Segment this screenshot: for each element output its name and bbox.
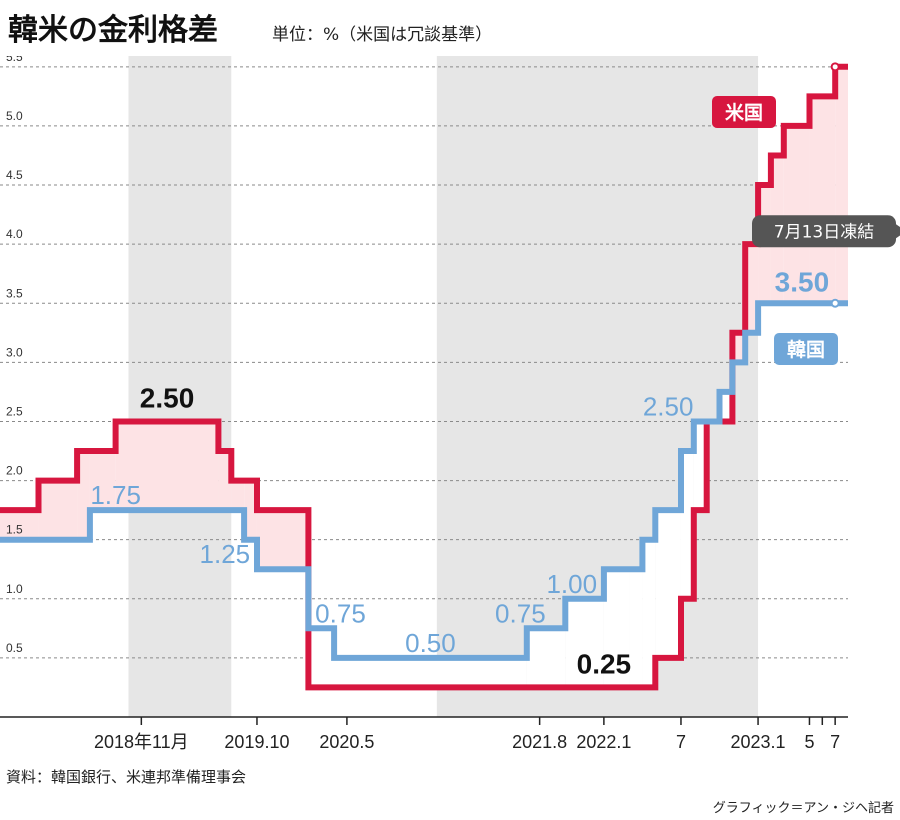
gap-fill-us-higher xyxy=(745,244,759,333)
x-tick-label: 2023.1 xyxy=(731,732,786,752)
y-tick-label: 0.5 xyxy=(6,641,23,655)
gap-fill-us-higher xyxy=(783,125,810,304)
callout-pointer xyxy=(896,224,900,239)
y-tick-label: 4.0 xyxy=(6,227,23,241)
gap-fill-kr-higher xyxy=(642,539,656,688)
kr-value-label: 1.25 xyxy=(200,539,251,569)
kr-value-label: 0.50 xyxy=(405,628,456,658)
header-background xyxy=(0,0,900,56)
gap-fill-kr-higher xyxy=(680,451,694,599)
us-value-label: 2.50 xyxy=(140,382,195,413)
x-tick-label: 7 xyxy=(676,732,686,752)
us-rate-line xyxy=(0,63,848,691)
value-labels: 2.500.251.751.250.750.500.751.002.50 xyxy=(90,382,693,679)
footer-background xyxy=(0,760,900,820)
x-tick-label: 5 xyxy=(804,732,814,752)
gap-fill-kr-higher xyxy=(719,391,733,422)
x-axis: 2018年11月 2019.10 2020.5 2021.8 2022.1 7 2023.1… xyxy=(0,716,848,752)
unit-note: 単位：%（米国は冗談基準） xyxy=(272,25,492,45)
kr-value-label: 0.75 xyxy=(315,598,366,628)
y-tick-label: 3.0 xyxy=(6,345,23,359)
kr-end-value: 3.50 xyxy=(775,266,830,297)
x-tick-label: 2020.5 xyxy=(319,732,374,752)
kr-value-label: 1.00 xyxy=(546,569,597,599)
source-note: 資料：韓国銀行、米連邦準備理事会 xyxy=(6,768,246,786)
legend-badge-kr xyxy=(774,333,838,365)
x-tick-label: 2022.1 xyxy=(576,732,631,752)
kr-rate-line xyxy=(0,300,848,661)
y-tick-label: 3.5 xyxy=(6,286,23,300)
y-tick-label: 5.0 xyxy=(6,109,23,123)
gap-fill-kr-higher xyxy=(603,569,630,688)
gap-fill-kr-higher xyxy=(629,569,643,688)
gap-fill-us-higher xyxy=(77,451,90,540)
graphic-credit: グラフィック＝アン・ジヘ記者 xyxy=(713,800,894,816)
us-value-label: 0.25 xyxy=(577,648,632,679)
y-tick-label: 1.5 xyxy=(6,523,23,537)
legend-label-us: 米国 xyxy=(725,101,763,124)
gap-fill-kr-higher xyxy=(655,510,681,658)
gap-fill-kr-higher xyxy=(308,628,335,688)
kr-value-label: 2.50 xyxy=(643,391,694,421)
kr-callout-box xyxy=(752,215,896,248)
gap-fill-us-higher xyxy=(89,451,116,511)
gap-fill-us-higher xyxy=(809,96,836,304)
gap-fills xyxy=(0,66,848,688)
gap-fill-us-higher xyxy=(38,480,78,540)
us-end-dot xyxy=(830,62,840,72)
kr-end-dot xyxy=(830,298,840,308)
chart-title: 韓米の金利格差 xyxy=(8,13,218,48)
kr-value-label: 1.75 xyxy=(90,480,141,510)
x-tick-label: 2019.10 xyxy=(224,732,289,752)
kr-value-label: 0.75 xyxy=(495,598,546,628)
gap-fill-us-higher xyxy=(218,451,232,511)
series-lines xyxy=(0,63,848,691)
y-tick-label: 1.0 xyxy=(6,582,23,596)
gap-fill-kr-higher xyxy=(693,421,707,511)
x-tick-label: 2021.8 xyxy=(512,732,567,752)
gap-fill-us-higher xyxy=(115,421,219,511)
gap-fill-kr-higher xyxy=(565,598,604,688)
gap-fill-us-higher xyxy=(0,510,39,540)
gap-fill-us-higher xyxy=(231,480,245,511)
x-tick-label: 7 xyxy=(830,732,840,752)
legend-badge-us xyxy=(712,96,776,128)
gap-fill-kr-higher xyxy=(526,628,566,688)
y-tick-label: 2.5 xyxy=(6,404,23,418)
legend-label-kr: 韓国 xyxy=(787,338,825,361)
kr-callout-text: 7月13日凍結 xyxy=(774,222,874,242)
y-tick-label: 2.0 xyxy=(6,464,23,478)
gap-fill-us-higher xyxy=(244,480,257,540)
y-axis: 0.51.01.52.02.53.03.54.04.55.05.5 xyxy=(6,50,23,655)
y-tick-label: 4.5 xyxy=(6,168,23,182)
gap-fill-kr-higher xyxy=(334,657,527,688)
x-tick-label: 2018年11月 xyxy=(94,732,189,752)
gap-fill-us-higher xyxy=(256,510,309,570)
period-bands xyxy=(128,55,759,717)
gap-fill-us-higher xyxy=(732,332,746,363)
band-0 xyxy=(128,55,232,717)
gap-fill-us-higher xyxy=(835,66,848,304)
